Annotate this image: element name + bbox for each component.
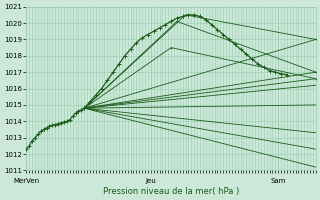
X-axis label: Pression niveau de la mer( hPa ): Pression niveau de la mer( hPa ) <box>103 187 239 196</box>
